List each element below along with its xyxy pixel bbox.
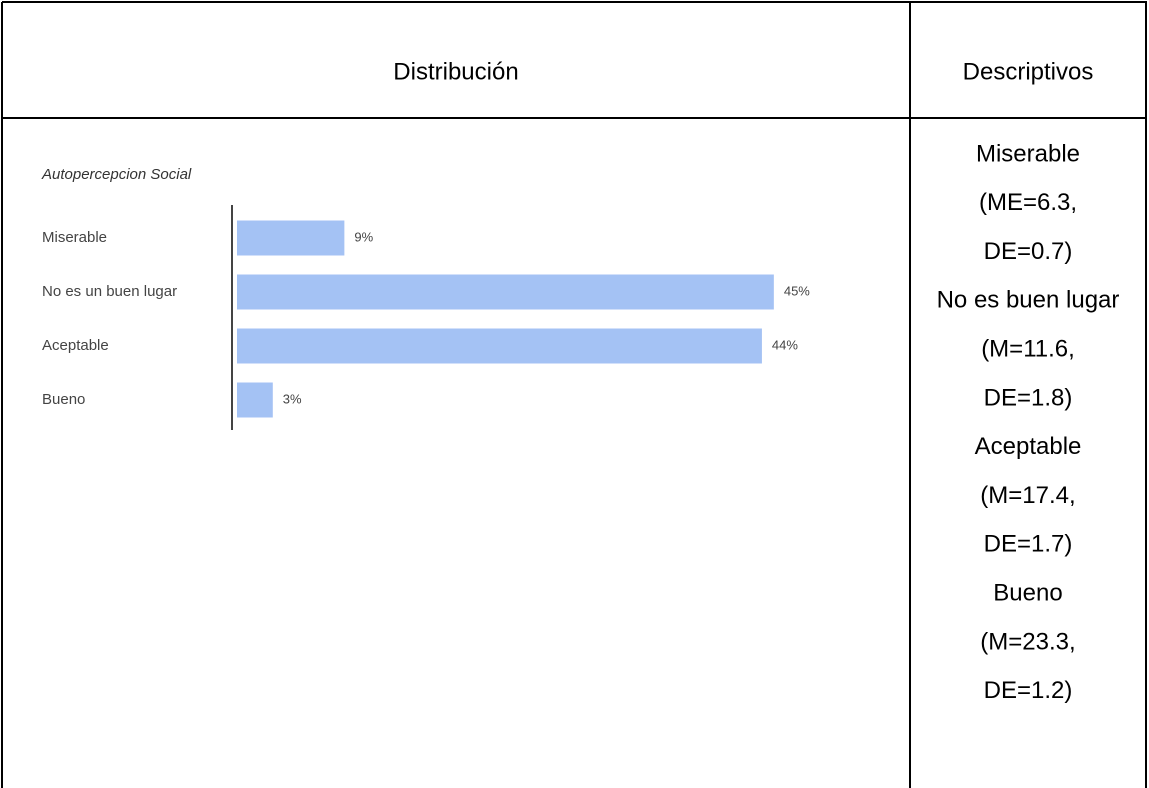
value-label: 9% <box>354 229 373 244</box>
category-label: Bueno <box>42 391 85 408</box>
descriptivo-line: No es buen lugar <box>937 287 1120 314</box>
descriptivo-line: (M=17.4, <box>980 482 1075 509</box>
descriptivo-line: Miserable <box>976 140 1080 167</box>
descriptivo-line: DE=1.7) <box>984 531 1073 558</box>
descriptivo-line: (M=23.3, <box>980 628 1075 655</box>
header-cell: Distribución <box>393 58 518 85</box>
value-label: 3% <box>283 391 302 406</box>
descriptivo-line: DE=1.2) <box>984 677 1073 704</box>
bar <box>237 220 345 256</box>
value-label: 45% <box>784 283 810 298</box>
category-label: No es un buen lugar <box>42 283 177 300</box>
bar <box>237 274 774 310</box>
descriptivo-line: (ME=6.3, <box>979 189 1077 216</box>
descriptivo-line: Aceptable <box>975 433 1082 460</box>
descriptivo-line: DE=0.7) <box>984 238 1073 265</box>
chart-title: Autopercepcion Social <box>41 166 192 183</box>
value-label: 44% <box>772 337 798 352</box>
category-label: Aceptable <box>42 337 109 354</box>
descriptivo-line: Bueno <box>993 580 1062 607</box>
header-cell: Descriptivos <box>963 58 1094 85</box>
bar <box>237 382 273 418</box>
category-label: Miserable <box>42 229 107 246</box>
bar <box>237 328 762 364</box>
descriptivo-line: DE=1.8) <box>984 384 1073 411</box>
descriptivo-line: (M=11.6, <box>981 336 1075 363</box>
